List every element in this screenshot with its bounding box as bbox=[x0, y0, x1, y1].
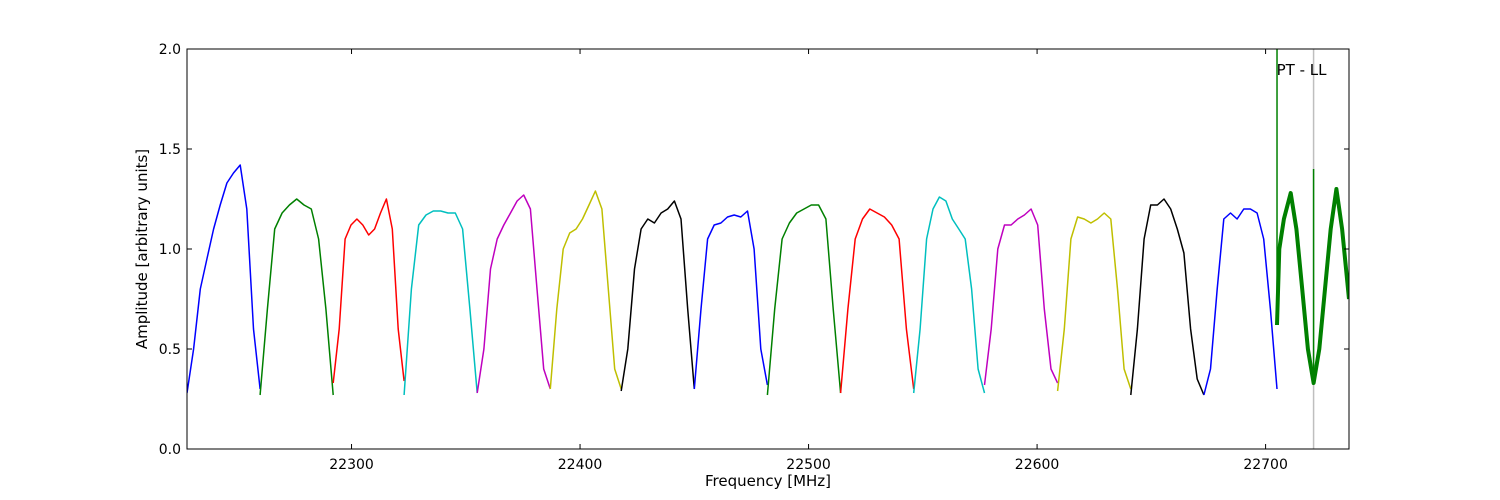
y-tick-label: 1.5 bbox=[159, 142, 181, 158]
band-line-2 bbox=[259, 198, 334, 396]
x-tick-label: 22300 bbox=[329, 457, 374, 473]
pt-ll-series-line bbox=[1275, 187, 1349, 385]
x-tick-label: 22700 bbox=[1243, 457, 1288, 473]
x-tick-label: 22400 bbox=[558, 457, 603, 473]
y-tick-label: 0.0 bbox=[159, 442, 181, 458]
band-line-8 bbox=[693, 210, 769, 390]
band-line-7 bbox=[620, 200, 696, 392]
band-line-11 bbox=[912, 196, 986, 394]
band-line-9 bbox=[766, 204, 842, 396]
x-tick-label: 22500 bbox=[786, 457, 831, 473]
x-axis-label: Frequency [MHz] bbox=[705, 472, 831, 490]
y-tick-label: 2.0 bbox=[159, 42, 181, 58]
x-tick-label: 22600 bbox=[1015, 457, 1060, 473]
band-line-6 bbox=[549, 190, 622, 390]
band-line-15 bbox=[1203, 208, 1278, 396]
band-line-5 bbox=[476, 194, 552, 394]
band-line-12 bbox=[983, 208, 1059, 386]
y-tick-label: 1.0 bbox=[159, 242, 181, 258]
band-line-10 bbox=[839, 208, 915, 394]
band-line-3 bbox=[332, 198, 405, 384]
y-tick-label: 0.5 bbox=[159, 342, 181, 358]
band-line-4 bbox=[403, 210, 478, 396]
band-line-13 bbox=[1056, 212, 1132, 392]
annotation-label: PT - LL bbox=[1277, 61, 1328, 79]
band-line-1 bbox=[187, 164, 261, 394]
y-axis-label: Amplitude [arbitrary units] bbox=[133, 149, 151, 349]
band-line-14 bbox=[1130, 198, 1205, 396]
